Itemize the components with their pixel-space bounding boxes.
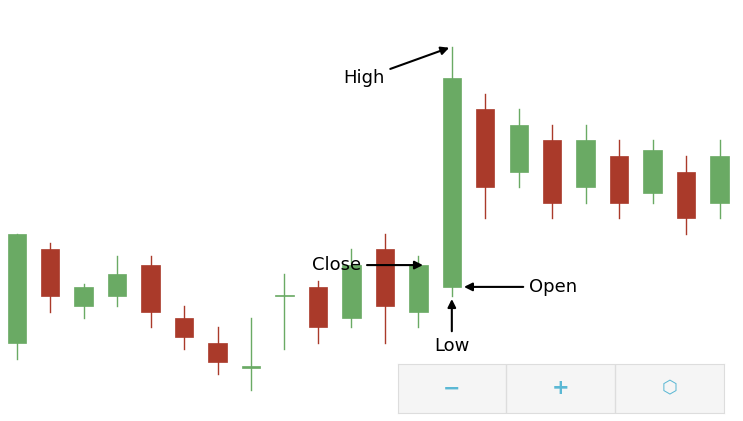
Bar [476,109,495,187]
Text: +: + [552,378,570,398]
Bar [409,265,427,312]
Bar [343,265,360,318]
Bar [610,156,629,203]
Text: ⬡: ⬡ [662,379,678,397]
Bar [710,156,729,203]
Bar [510,125,528,171]
Bar [108,274,126,296]
Bar [41,250,59,296]
Bar [241,366,260,368]
Text: Close: Close [312,256,421,274]
Bar [309,287,327,328]
Bar [643,150,662,193]
Bar [543,140,562,203]
Bar [141,265,160,312]
Bar [175,318,193,337]
Text: High: High [343,48,447,87]
Bar [677,171,695,218]
Bar [275,295,293,296]
Bar [376,250,394,306]
Text: Open: Open [467,278,577,296]
Text: −: − [444,378,461,398]
Bar [443,78,461,287]
Text: Low: Low [434,301,470,355]
Bar [7,234,26,343]
Bar [74,287,93,306]
Bar [208,343,227,362]
Bar [577,140,595,187]
